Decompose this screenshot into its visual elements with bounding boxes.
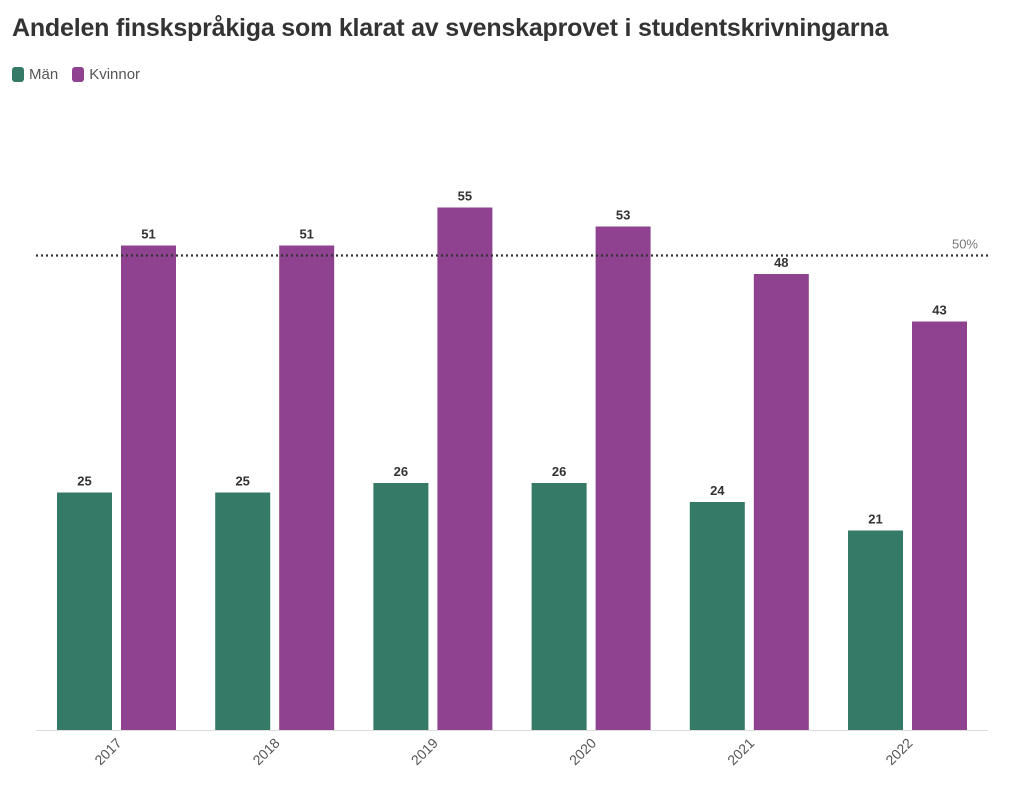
- bar-value-label: 24: [710, 483, 725, 498]
- legend-label-man: Män: [29, 66, 59, 83]
- x-tick-label-2021: 2021: [724, 735, 757, 768]
- bar-man-2020[interactable]: [531, 483, 587, 730]
- bar-man-2021[interactable]: [689, 502, 745, 730]
- x-tick-label-2020: 2020: [566, 735, 599, 768]
- bar-kvinnor-2019[interactable]: [437, 207, 493, 731]
- bar-kvinnor-2022[interactable]: [912, 321, 967, 731]
- x-tick-label-2022: 2022: [882, 735, 915, 768]
- bar-value-label: 43: [932, 303, 946, 318]
- bar-kvinnor-2017[interactable]: [121, 245, 176, 731]
- bar-man-2018[interactable]: [215, 492, 271, 731]
- legend-swatch-man: [12, 67, 24, 82]
- chart-title: Andelen finskspråkiga som klarat av sven…: [12, 14, 889, 42]
- bar-value-label: 55: [458, 189, 472, 204]
- x-tick-label-2018: 2018: [249, 735, 282, 768]
- bar-man-2017[interactable]: [57, 492, 112, 731]
- bar-man-2022[interactable]: [848, 530, 903, 731]
- bar-value-label: 53: [616, 208, 630, 223]
- legend-item-kvinnor[interactable]: Kvinnor: [72, 66, 140, 83]
- bar-man-2019[interactable]: [373, 483, 429, 730]
- reference-line-label: 50%: [952, 237, 978, 252]
- bar-kvinnor-2018[interactable]: [279, 245, 335, 731]
- bar-value-label: 48: [774, 255, 788, 270]
- bar-value-label: 26: [394, 464, 408, 479]
- legend: Män Kvinnor: [12, 66, 140, 83]
- legend-swatch-kvinnor: [72, 67, 85, 82]
- bar-value-label: 51: [141, 227, 155, 242]
- bar-kvinnor-2021[interactable]: [753, 274, 809, 730]
- legend-label-kvinnor: Kvinnor: [89, 66, 141, 83]
- bar-value-label: 21: [868, 512, 882, 527]
- bar-value-label: 25: [235, 474, 249, 489]
- x-tick-label-2019: 2019: [408, 735, 441, 768]
- bar-value-label: 25: [77, 474, 91, 489]
- x-tick-label-2017: 2017: [91, 735, 124, 768]
- bar-kvinnor-2020[interactable]: [595, 226, 651, 731]
- legend-item-man[interactable]: Män: [12, 66, 58, 83]
- bar-value-label: 26: [552, 464, 566, 479]
- bar-value-label: 51: [299, 227, 313, 242]
